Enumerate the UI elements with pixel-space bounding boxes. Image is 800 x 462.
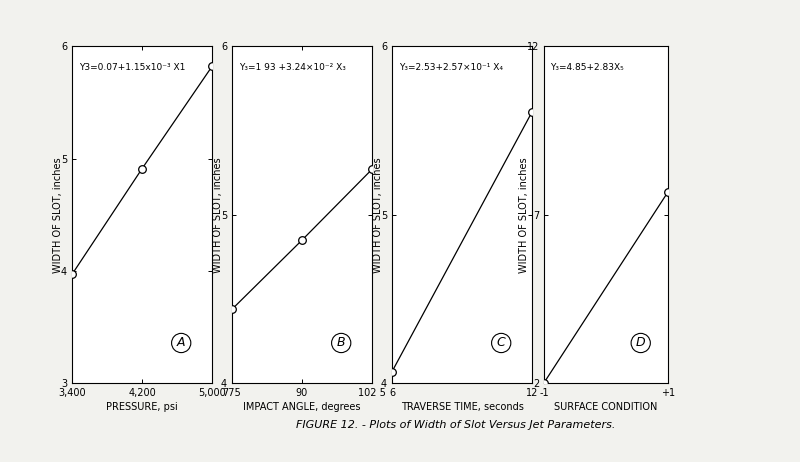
X-axis label: PRESSURE, psi: PRESSURE, psi	[106, 402, 178, 413]
Text: Y₃=1 93 +3.24×10⁻² X₃: Y₃=1 93 +3.24×10⁻² X₃	[239, 63, 346, 72]
Text: Y₃=4.85+2.83X₅: Y₃=4.85+2.83X₅	[550, 63, 624, 72]
X-axis label: IMPACT ANGLE, degrees: IMPACT ANGLE, degrees	[243, 402, 361, 413]
Text: FIGURE 12. - Plots of Width of Slot Versus Jet Parameters.: FIGURE 12. - Plots of Width of Slot Vers…	[296, 420, 616, 430]
X-axis label: SURFACE CONDITION: SURFACE CONDITION	[554, 402, 658, 413]
Text: D: D	[636, 336, 646, 349]
Y-axis label: WIDTH OF SLOT, inches: WIDTH OF SLOT, inches	[53, 157, 63, 273]
Text: Y₃=2.53+2.57×10⁻¹ X₄: Y₃=2.53+2.57×10⁻¹ X₄	[399, 63, 503, 72]
Text: B: B	[337, 336, 346, 349]
Y-axis label: WIDTH OF SLOT, inches: WIDTH OF SLOT, inches	[373, 157, 383, 273]
Text: Y3=0.07+1.15x10⁻³ X1: Y3=0.07+1.15x10⁻³ X1	[79, 63, 186, 72]
X-axis label: TRAVERSE TIME, seconds: TRAVERSE TIME, seconds	[401, 402, 523, 413]
Text: A: A	[177, 336, 186, 349]
Text: C: C	[497, 336, 506, 349]
Y-axis label: WIDTH OF SLOT, inches: WIDTH OF SLOT, inches	[519, 157, 529, 273]
Y-axis label: WIDTH OF SLOT, inches: WIDTH OF SLOT, inches	[213, 157, 223, 273]
